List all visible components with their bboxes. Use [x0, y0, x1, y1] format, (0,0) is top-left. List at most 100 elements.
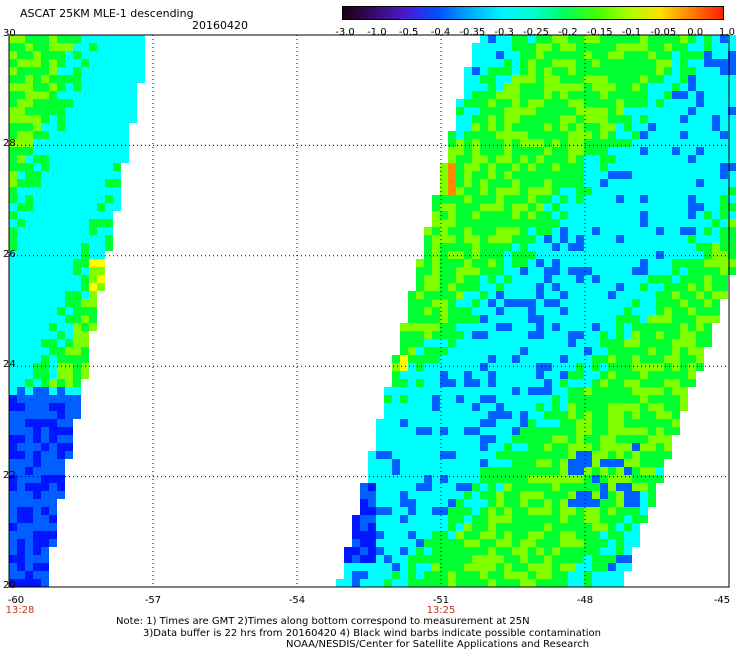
swath-pixel — [440, 483, 448, 491]
swath-pixel — [472, 555, 480, 563]
swath-pixel — [424, 275, 432, 283]
swath-pixel — [592, 379, 600, 387]
swath-pixel — [512, 339, 520, 347]
swath-pixel — [680, 107, 688, 115]
swath-pixel — [89, 211, 97, 219]
swath-pixel — [504, 571, 512, 579]
swath-pixel — [97, 227, 105, 235]
swath-pixel — [696, 35, 704, 43]
swath-pixel — [576, 251, 584, 259]
swath-pixel — [608, 483, 616, 491]
swath-pixel — [504, 139, 512, 147]
swath-pixel — [600, 443, 608, 451]
swath-pixel — [536, 219, 544, 227]
swath-pixel — [600, 243, 608, 251]
swath-pixel — [424, 451, 432, 459]
swath-pixel — [704, 115, 712, 123]
swath-pixel — [496, 371, 504, 379]
swath-pixel — [560, 347, 568, 355]
swath-pixel — [560, 75, 568, 83]
swath-pixel — [560, 491, 568, 499]
swath-pixel — [512, 51, 520, 59]
swath-pixel — [576, 491, 584, 499]
swath-pixel — [584, 531, 592, 539]
swath-pixel — [576, 435, 584, 443]
swath-pixel — [680, 291, 688, 299]
swath-pixel — [552, 267, 560, 275]
swath-pixel — [624, 307, 632, 315]
swath-pixel — [552, 243, 560, 251]
swath-pixel — [688, 43, 696, 51]
swath-pixel — [592, 107, 600, 115]
swath-pixel — [384, 491, 392, 499]
swath-pixel — [97, 43, 105, 51]
swath-pixel — [480, 467, 488, 475]
swath-pixel — [105, 163, 113, 171]
swath-pixel — [712, 219, 720, 227]
swath-pixel — [129, 83, 137, 91]
swath-pixel — [25, 491, 33, 499]
swath-pixel — [440, 515, 448, 523]
swath-pixel — [648, 427, 656, 435]
swath-pixel — [480, 555, 488, 563]
swath-pixel — [672, 355, 680, 363]
swath-pixel — [488, 507, 496, 515]
swath-pixel — [480, 403, 488, 411]
swath-pixel — [624, 427, 632, 435]
swath-pixel — [704, 227, 712, 235]
swath-pixel — [456, 131, 464, 139]
swath-pixel — [560, 115, 568, 123]
swath-pixel — [568, 243, 576, 251]
swath-pixel — [496, 59, 504, 67]
swath-pixel — [520, 507, 528, 515]
swath-pixel — [552, 467, 560, 475]
swath-pixel — [73, 155, 81, 163]
swath-pixel — [9, 123, 17, 131]
swath-pixel — [688, 307, 696, 315]
swath-pixel — [49, 123, 57, 131]
swath-pixel — [656, 91, 664, 99]
swath-pixel — [25, 299, 33, 307]
swath-pixel — [472, 275, 480, 283]
swath-pixel — [440, 203, 448, 211]
swath-pixel — [25, 547, 33, 555]
swath-pixel — [584, 299, 592, 307]
swath-pixel — [33, 243, 41, 251]
swath-pixel — [41, 563, 49, 571]
swath-pixel — [608, 387, 616, 395]
swath-pixel — [41, 235, 49, 243]
swath-pixel — [728, 243, 736, 251]
swath-pixel — [448, 275, 456, 283]
swath-pixel — [600, 467, 608, 475]
swath-pixel — [33, 547, 41, 555]
swath-pixel — [536, 43, 544, 51]
swath-pixel — [65, 83, 73, 91]
swath-pixel — [432, 355, 440, 363]
swath-pixel — [552, 443, 560, 451]
swath-pixel — [584, 467, 592, 475]
swath-pixel — [488, 171, 496, 179]
swath-pixel — [73, 123, 81, 131]
swath-pixel — [632, 315, 640, 323]
swath-pixel — [584, 491, 592, 499]
swath-pixel — [520, 171, 528, 179]
swath-pixel — [73, 219, 81, 227]
swath-pixel — [81, 83, 89, 91]
swath-pixel — [49, 355, 57, 363]
swath-pixel — [680, 83, 688, 91]
swath-pixel — [448, 467, 456, 475]
swath-pixel — [560, 267, 568, 275]
swath-pixel — [360, 539, 368, 547]
swath-pixel — [552, 475, 560, 483]
swath-pixel — [568, 187, 576, 195]
swath-pixel — [632, 275, 640, 283]
swath-pixel — [632, 251, 640, 259]
swath-pixel — [488, 571, 496, 579]
swath-pixel — [81, 251, 89, 259]
swath-pixel — [560, 283, 568, 291]
swath-pixel — [632, 259, 640, 267]
swath-pixel — [25, 499, 33, 507]
swath-pixel — [616, 323, 624, 331]
swath-pixel — [9, 51, 17, 59]
swath-pixel — [384, 403, 392, 411]
